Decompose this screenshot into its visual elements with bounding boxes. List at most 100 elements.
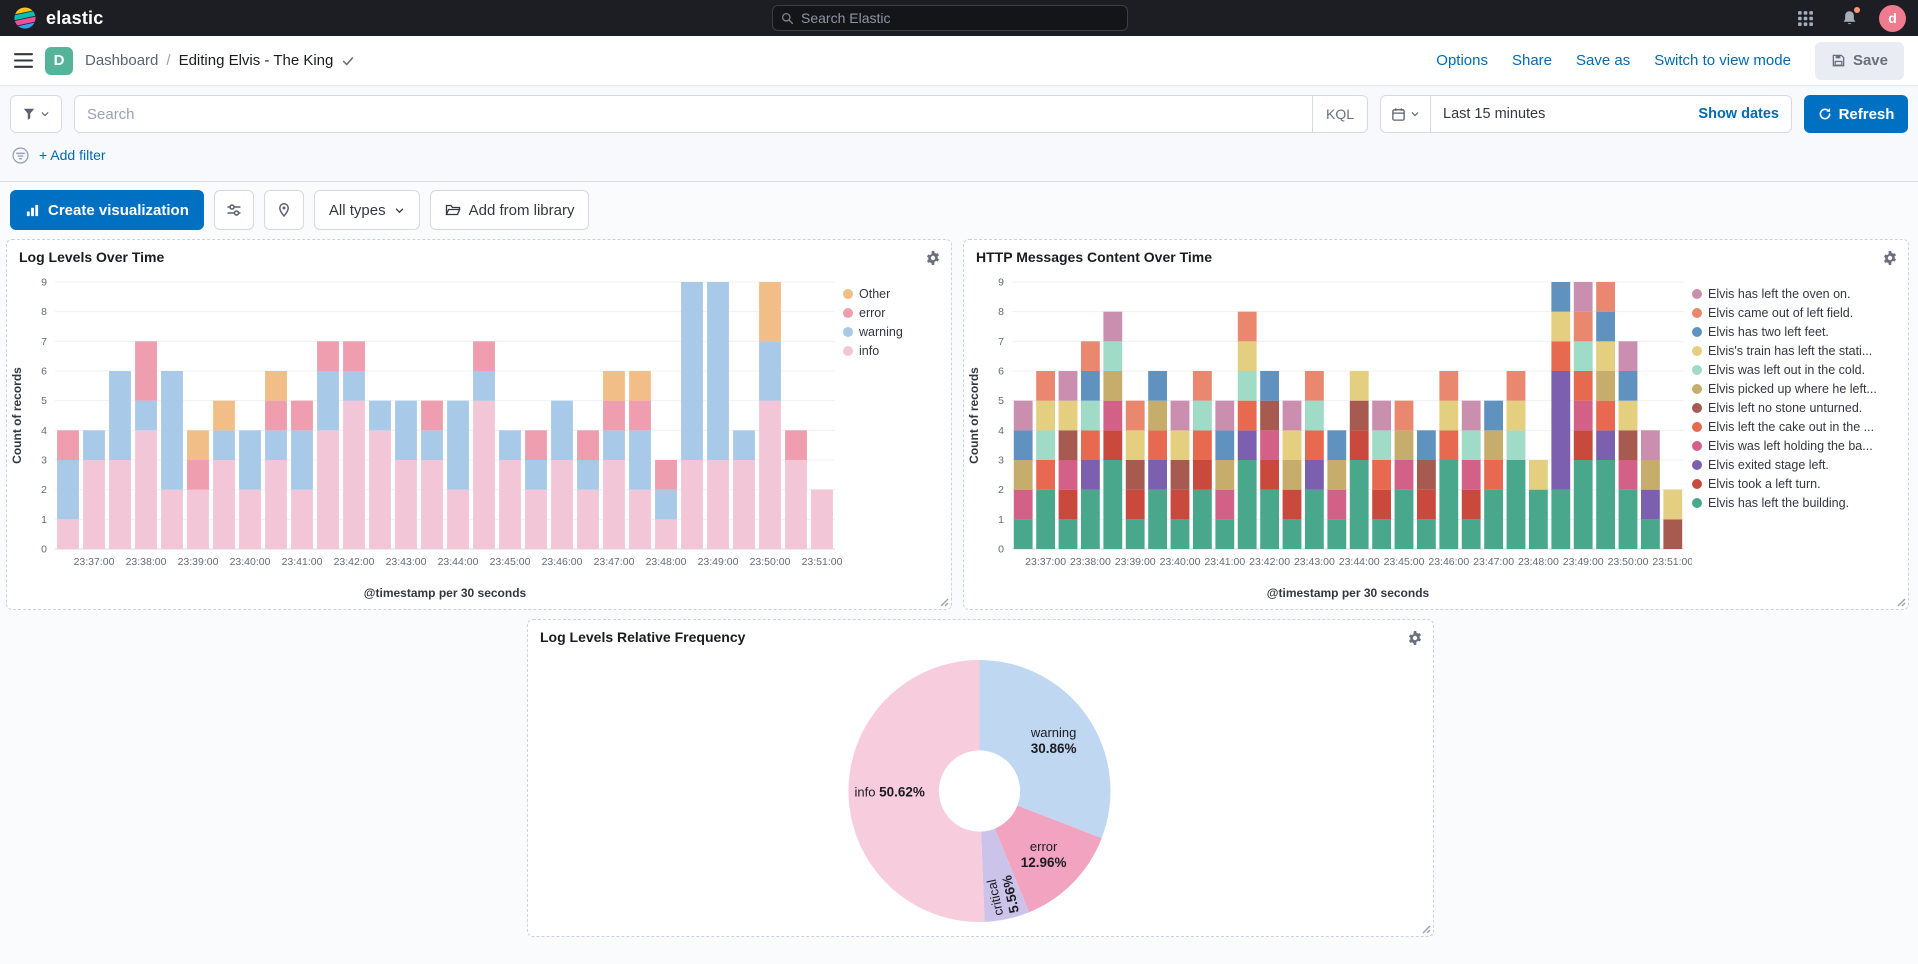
- breadcrumb-dashboard[interactable]: Dashboard: [85, 52, 159, 69]
- panel-settings-button[interactable]: [921, 246, 945, 270]
- legend-item[interactable]: warning: [843, 322, 943, 341]
- bar-segment[interactable]: [1596, 460, 1616, 549]
- bar-segment[interactable]: [421, 430, 443, 460]
- saved-query-menu-button[interactable]: [10, 95, 62, 133]
- panel-resize-handle[interactable]: [937, 595, 949, 607]
- bar-segment[interactable]: [1327, 460, 1347, 490]
- bar-segment[interactable]: [551, 460, 573, 549]
- query-language-toggle[interactable]: KQL: [1311, 96, 1367, 132]
- bar-segment[interactable]: [1596, 282, 1616, 312]
- bar-segment[interactable]: [265, 430, 287, 460]
- bar-segment[interactable]: [629, 400, 651, 431]
- bar-segment[interactable]: [655, 519, 677, 549]
- bar-segment[interactable]: [317, 371, 339, 431]
- bar-segment[interactable]: [1148, 400, 1168, 431]
- pie-slice[interactable]: [981, 828, 1030, 922]
- legend-item[interactable]: Elvis has left the building.: [1692, 493, 1900, 512]
- bar-segment[interactable]: [1125, 460, 1145, 490]
- bar-segment[interactable]: [343, 371, 365, 401]
- bar-segment[interactable]: [733, 460, 755, 549]
- bar-segment[interactable]: [317, 430, 339, 549]
- bar-segment[interactable]: [1103, 371, 1123, 401]
- bar-segment[interactable]: [1215, 460, 1235, 490]
- bar-segment[interactable]: [1125, 519, 1145, 549]
- bar-segment[interactable]: [1058, 519, 1078, 549]
- pie-slice[interactable]: [979, 660, 1111, 839]
- bar-segment[interactable]: [1148, 371, 1168, 401]
- bar-segment[interactable]: [655, 489, 677, 520]
- bar-segment[interactable]: [1506, 460, 1526, 549]
- bar-segment[interactable]: [1551, 489, 1571, 549]
- bar-segment[interactable]: [1237, 341, 1257, 371]
- bar-segment[interactable]: [161, 489, 183, 549]
- bar-segment[interactable]: [1103, 311, 1123, 342]
- bar-segment[interactable]: [1013, 400, 1033, 431]
- bar-segment[interactable]: [1080, 371, 1100, 401]
- add-filter-button[interactable]: + Add filter: [39, 147, 106, 163]
- bar-segment[interactable]: [1596, 430, 1616, 460]
- bar-segment[interactable]: [291, 400, 313, 431]
- bar-segment[interactable]: [473, 371, 495, 401]
- bar-segment[interactable]: [707, 282, 729, 460]
- legend-item[interactable]: info: [843, 341, 943, 360]
- bar-segment[interactable]: [1282, 400, 1302, 431]
- bar-segment[interactable]: [1596, 371, 1616, 401]
- bar-segment[interactable]: [187, 489, 209, 549]
- bar-segment[interactable]: [551, 400, 573, 460]
- bar-segment[interactable]: [395, 400, 417, 460]
- bar-segment[interactable]: [1170, 430, 1190, 460]
- bar-segment[interactable]: [681, 282, 703, 460]
- bar-segment[interactable]: [1215, 430, 1235, 460]
- bar-segment[interactable]: [1506, 400, 1526, 431]
- bar-segment[interactable]: [1036, 460, 1056, 490]
- bar-segment[interactable]: [655, 460, 677, 490]
- global-search[interactable]: [772, 5, 1128, 31]
- create-visualization-button[interactable]: Create visualization: [10, 190, 204, 230]
- bar-segment[interactable]: [1439, 400, 1459, 431]
- bar-segment[interactable]: [1103, 430, 1123, 460]
- bar-segment[interactable]: [1304, 489, 1324, 549]
- bar-segment[interactable]: [1170, 460, 1190, 490]
- bar-segment[interactable]: [1170, 400, 1190, 431]
- bar-segment[interactable]: [83, 430, 105, 460]
- bar-segment[interactable]: [603, 460, 625, 549]
- bar-segment[interactable]: [1618, 460, 1638, 490]
- bar-segment[interactable]: [239, 489, 261, 549]
- bar-segment[interactable]: [1282, 519, 1302, 549]
- bar-segment[interactable]: [1192, 460, 1212, 490]
- bar-segment[interactable]: [1036, 430, 1056, 460]
- bar-segment[interactable]: [525, 489, 547, 549]
- bar-segment[interactable]: [1528, 489, 1548, 549]
- bar-segment[interactable]: [1260, 400, 1280, 431]
- bar-segment[interactable]: [629, 371, 651, 401]
- bar-segment[interactable]: [1103, 400, 1123, 431]
- bar-segment[interactable]: [1013, 430, 1033, 460]
- bar-segment[interactable]: [1327, 430, 1347, 460]
- bar-segment[interactable]: [1640, 489, 1660, 520]
- bar-segment[interactable]: [1573, 400, 1593, 431]
- bar-segment[interactable]: [1058, 371, 1078, 401]
- bar-segment[interactable]: [1327, 489, 1347, 520]
- bar-segment[interactable]: [681, 460, 703, 549]
- bar-segment[interactable]: [1640, 430, 1660, 460]
- bar-segment[interactable]: [1058, 430, 1078, 460]
- bar-segment[interactable]: [1103, 341, 1123, 371]
- bar-segment[interactable]: [1080, 341, 1100, 371]
- add-control-button[interactable]: [213, 190, 254, 230]
- bar-segment[interactable]: [499, 460, 521, 549]
- bar-segment[interactable]: [1551, 341, 1571, 371]
- bar-segment[interactable]: [421, 460, 443, 549]
- bar-segment[interactable]: [473, 400, 495, 549]
- bar-segment[interactable]: [1148, 430, 1168, 460]
- show-dates-button[interactable]: Show dates: [1698, 106, 1779, 122]
- bar-segment[interactable]: [1573, 282, 1593, 312]
- save-as-link[interactable]: Save as: [1576, 52, 1631, 69]
- share-link[interactable]: Share: [1511, 52, 1553, 69]
- bar-segment[interactable]: [499, 430, 521, 460]
- bar-segment[interactable]: [1170, 519, 1190, 549]
- bar-segment[interactable]: [343, 400, 365, 549]
- bar-segment[interactable]: [1148, 489, 1168, 549]
- bar-segment[interactable]: [447, 489, 469, 549]
- bar-segment[interactable]: [1125, 489, 1145, 520]
- bar-segment[interactable]: [1484, 400, 1504, 431]
